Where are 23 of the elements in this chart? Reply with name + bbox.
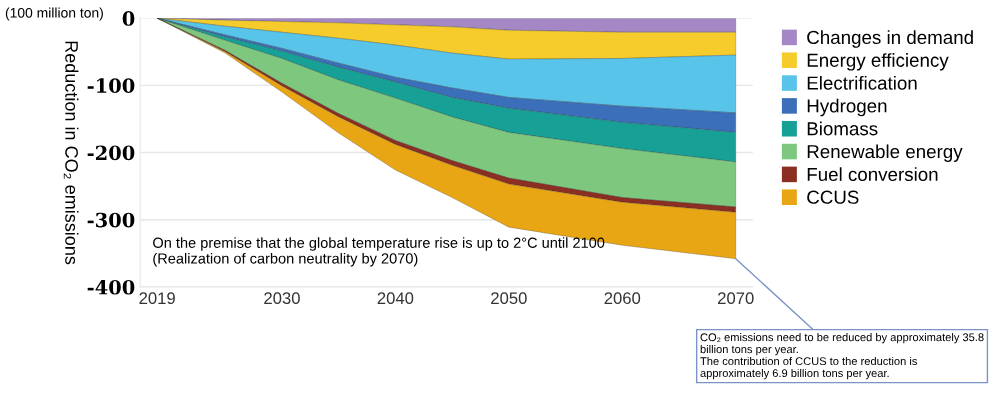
legend-label: Hydrogen <box>807 98 887 117</box>
legend-label: Changes in demand <box>807 30 973 48</box>
legend-label: CCUS <box>807 190 859 204</box>
legend-label: Biomass <box>807 121 878 136</box>
x-tick-label: 2040 <box>377 292 414 305</box>
legend-label: Energy efficiency <box>807 53 949 71</box>
x-tick-label: 2030 <box>264 292 300 305</box>
x-tick-label: 2019 <box>139 292 175 305</box>
x-tick-label: 2070 <box>718 292 754 305</box>
y-tick-label: -200 <box>87 145 135 161</box>
legend-label: Renewable energy <box>807 144 963 162</box>
legend-label: Electrification <box>807 75 917 90</box>
y-tick-label: -400 <box>87 279 135 295</box>
text: (100 million ton) <box>5 7 103 21</box>
y-tick-label: -300 <box>87 212 135 228</box>
annotation: CO₂ emissions need to be reduced by approximately 35.8 billion tons per year. The contribution of CCUS to the reduction is approximately 6.9 billion tons per year. <box>700 333 984 380</box>
x-tick-label: 2050 <box>491 292 527 305</box>
legend-label: Fuel conversion <box>807 167 938 182</box>
annotation: On the premise that the global temperature rise is up to 2°C until 2100 (Realization of carbon neutrality by 2070) <box>153 237 605 267</box>
x-tick-label: 2060 <box>604 292 641 305</box>
y-tick-label: 0 <box>122 11 135 26</box>
y-axis-title: Reduction in CO₂ emissions <box>63 41 79 265</box>
y-tick-label: -100 <box>87 78 135 93</box>
